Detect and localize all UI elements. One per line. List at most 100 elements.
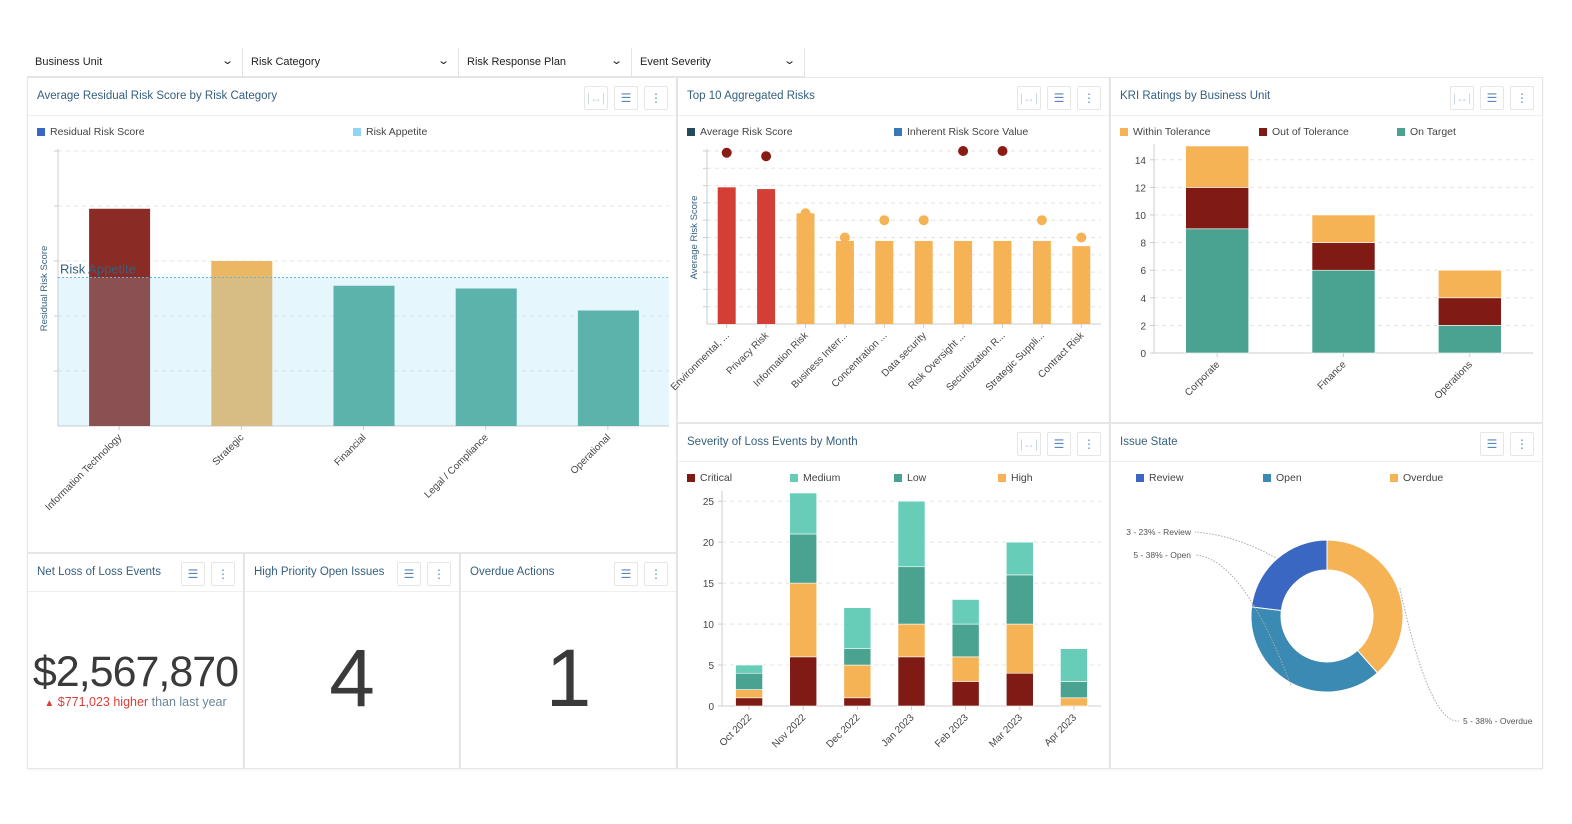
panel-header: KRI Ratings by Business Unit |↔| ☰ ⋮	[1111, 78, 1542, 116]
legend-swatch	[790, 474, 798, 482]
top10-risks-panel: Top 10 Aggregated Risks |↔| ☰ ⋮ Average Ri…	[669, 77, 1110, 423]
legend-item[interactable]: Risk Appetite	[353, 126, 427, 138]
bar	[455, 288, 517, 426]
legend-label: Average Risk Score	[700, 126, 793, 138]
filter-icon[interactable]: ☰	[614, 86, 638, 110]
open-issues-value: 4	[329, 633, 375, 724]
filter-icon[interactable]: ☰	[181, 562, 205, 586]
bar	[1032, 240, 1051, 324]
chevron-down-icon: ⌄	[782, 55, 796, 67]
net-loss-panel: Net Loss of Loss Events ☰ ⋮ $2,567,870 ▲ …	[27, 553, 244, 769]
filter-icon[interactable]: ☰	[1480, 86, 1504, 110]
filter-business-unit[interactable]: Business Unit ⌄	[27, 48, 243, 77]
fit-width-icon[interactable]: |↔|	[1017, 86, 1041, 110]
bar-segment	[789, 492, 818, 535]
legend-swatch	[37, 128, 45, 136]
bar	[333, 285, 395, 426]
kebab-menu-icon[interactable]: ⋮	[1510, 432, 1534, 456]
bar	[717, 187, 736, 324]
y-tick-label: 8	[1140, 239, 1146, 250]
legend-swatch	[687, 474, 695, 482]
legend-label: Review	[1149, 472, 1184, 484]
filter-icon[interactable]: ☰	[397, 562, 421, 586]
y-tick-label: 0	[708, 702, 714, 713]
legend-item[interactable]: Inherent Risk Score Value	[894, 126, 1028, 138]
chevron-down-icon: ⌄	[609, 55, 623, 67]
kebab-menu-icon[interactable]: ⋮	[427, 562, 451, 586]
y-tick-label: 10	[1135, 211, 1147, 222]
legend-item[interactable]: Overdue	[1390, 472, 1443, 484]
fit-width-icon[interactable]: |↔|	[584, 86, 608, 110]
bar	[914, 240, 933, 324]
kebab-menu-icon[interactable]: ⋮	[1510, 86, 1534, 110]
legend-label: High	[1011, 472, 1033, 484]
filter-event-severity[interactable]: Event Severity ⌄	[632, 48, 805, 77]
kebab-menu-icon[interactable]: ⋮	[644, 86, 668, 110]
legend-item[interactable]: Out of Tolerance	[1259, 126, 1349, 138]
bar-segment	[735, 672, 763, 690]
fit-width-icon[interactable]: |↔|	[1017, 432, 1041, 456]
scatter-point	[918, 215, 929, 226]
legend-item[interactable]: On Target	[1397, 126, 1456, 138]
scatter-point	[761, 151, 772, 162]
scatter-point	[1076, 232, 1087, 243]
bar-segment	[897, 656, 926, 707]
panel-title: Issue State	[1120, 436, 1178, 448]
leader-line	[1194, 554, 1292, 686]
residual-risk-panel: Average Residual Risk Score by Risk Cate…	[27, 77, 677, 553]
bar-segment	[951, 623, 980, 658]
legend-label: On Target	[1410, 126, 1456, 138]
legend-label: Medium	[803, 472, 841, 484]
legend-item[interactable]: Residual Risk Score	[37, 126, 145, 138]
legend-item[interactable]: Average Risk Score	[687, 126, 793, 138]
scatter-point	[721, 147, 732, 158]
bar-segment	[1005, 574, 1034, 625]
x-tick-label: Legal / Compliance	[423, 432, 492, 501]
bar	[796, 213, 815, 324]
leader-line	[1194, 531, 1276, 559]
bar-segment	[951, 599, 980, 625]
legend-item[interactable]: Critical	[687, 472, 732, 484]
kebab-menu-icon[interactable]: ⋮	[1077, 86, 1101, 110]
kebab-menu-icon[interactable]: ⋮	[211, 562, 235, 586]
net-loss-delta: ▲ $771,023 higher than last year	[28, 695, 243, 709]
filter-risk-category[interactable]: Risk Category ⌄	[243, 48, 459, 77]
panel-title: High Priority Open Issues	[254, 566, 385, 578]
donut-data-label: 3 - 23% - Review	[1126, 527, 1192, 537]
filter-icon[interactable]: ☰	[614, 562, 638, 586]
bar-segment	[1005, 623, 1034, 674]
bar-segment	[1185, 145, 1249, 188]
bar	[1072, 246, 1091, 324]
bar-segment	[735, 689, 763, 699]
filter-icon[interactable]: ☰	[1480, 432, 1504, 456]
filter-risk-response-plan[interactable]: Risk Response Plan ⌄	[459, 48, 632, 77]
filter-icon[interactable]: ☰	[1047, 432, 1071, 456]
risk-appetite-band	[58, 277, 669, 426]
fit-width-icon[interactable]: |↔|	[1450, 86, 1474, 110]
panel-header: Average Residual Risk Score by Risk Cate…	[28, 78, 676, 116]
legend-item[interactable]: Medium	[790, 472, 840, 484]
y-axis-label: Residual Risk Score	[39, 246, 50, 332]
filter-icon[interactable]: ☰	[1047, 86, 1071, 110]
legend-item[interactable]: Low	[894, 472, 926, 484]
bar-segment	[843, 697, 872, 707]
legend-swatch	[1120, 128, 1128, 136]
legend-item[interactable]: Review	[1136, 472, 1183, 484]
y-tick-label: 2	[1140, 321, 1146, 332]
x-tick-label: Finance	[1316, 359, 1349, 392]
panel-title: Average Residual Risk Score by Risk Cate…	[37, 90, 278, 102]
legend-swatch	[894, 474, 902, 482]
x-tick-label: Apr 2023	[1043, 712, 1080, 749]
legend-item[interactable]: Within Tolerance	[1120, 126, 1210, 138]
donut-data-label: 5 - 38% - Overdue	[1463, 716, 1533, 726]
x-tick-label: Environmental, ...	[669, 330, 732, 393]
legend-item[interactable]: Open	[1263, 472, 1302, 484]
bar-segment	[1185, 187, 1249, 230]
legend-item[interactable]: High	[998, 472, 1033, 484]
kebab-menu-icon[interactable]: ⋮	[644, 562, 668, 586]
panel-header: Net Loss of Loss Events ☰ ⋮	[28, 554, 243, 592]
kebab-menu-icon[interactable]: ⋮	[1077, 432, 1101, 456]
kri-ratings-chart: 0 2 4 6 8 10 12 14 Corporate Finance Operations	[1135, 144, 1533, 402]
legend-swatch	[1390, 474, 1398, 482]
